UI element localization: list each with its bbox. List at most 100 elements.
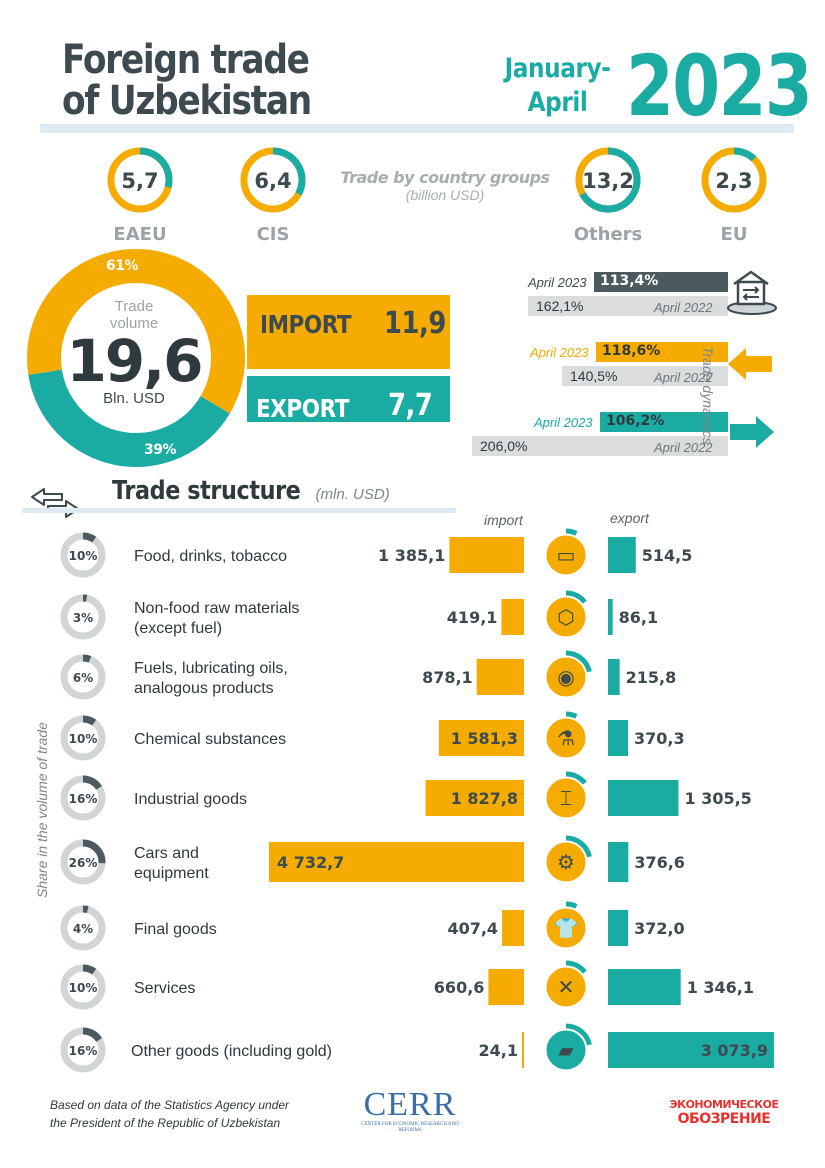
cerr-logo-text: CERR bbox=[363, 1086, 457, 1123]
label-2023: April 2023 bbox=[534, 415, 593, 430]
svg-text:👕: 👕 bbox=[554, 916, 579, 940]
export-bar bbox=[608, 720, 628, 756]
value-2022: 140,5% bbox=[570, 368, 618, 384]
category-label: Chemical substances bbox=[134, 731, 286, 748]
ring-label: CIS bbox=[257, 224, 290, 245]
trade-exchange-icon bbox=[727, 270, 777, 315]
import-value: 1 581,3 bbox=[451, 729, 518, 748]
import-value: 407,4 bbox=[447, 919, 498, 938]
import-bar bbox=[522, 1032, 524, 1068]
export-bar bbox=[608, 842, 629, 882]
source-line-1: Based on data of the Statistics Agency u… bbox=[50, 1098, 290, 1112]
structure-row: 16% Industrial goods 1 827,8 1 305,5 ⌶ bbox=[60, 771, 752, 821]
svg-text:⚙: ⚙ bbox=[557, 850, 575, 874]
ring-share-arc bbox=[139, 147, 173, 189]
import-bar bbox=[501, 599, 524, 635]
year: 2023 bbox=[626, 37, 813, 135]
category-label: Final goods bbox=[134, 921, 217, 938]
svg-text:⌶: ⌶ bbox=[560, 786, 572, 810]
title-line-1: Foreign trade bbox=[62, 37, 310, 83]
ring-share-arc bbox=[579, 147, 641, 213]
export-value: 1 305,5 bbox=[685, 789, 752, 808]
export-column-header: export bbox=[610, 510, 649, 526]
cerr-logo-subtitle: CENTER FOR ECONOMIC RESEARCH AND REFORMS bbox=[361, 1122, 459, 1133]
import-label: IMPORT bbox=[260, 310, 352, 339]
bar-2023 bbox=[596, 342, 728, 362]
export-value: 3 073,9 bbox=[701, 1041, 768, 1060]
structure-row: 4% Final goods 407,4 372,0 👕 bbox=[60, 901, 685, 951]
export-arrow-icon bbox=[730, 416, 774, 448]
share-label: 3% bbox=[73, 611, 93, 625]
export-value: 215,8 bbox=[626, 668, 677, 687]
ring-value: 5,7 bbox=[121, 169, 158, 193]
label-2022: April 2022 bbox=[654, 440, 713, 455]
trade-volume-donut bbox=[27, 249, 245, 467]
share-ring-arc bbox=[82, 532, 97, 543]
label-2023: April 2023 bbox=[530, 345, 589, 360]
category-label: Services bbox=[134, 980, 195, 997]
steel-beam-icon: ⌶ bbox=[543, 771, 589, 821]
share-label: 4% bbox=[73, 922, 93, 936]
bar-2022 bbox=[562, 366, 728, 386]
import-value: 660,6 bbox=[434, 978, 485, 997]
structure-row: 10% Food, drinks, tobacco 1 385,1 514,5 ▭ bbox=[60, 528, 693, 578]
cerr-logo: CERR CENTER FOR ECONOMIC RESEARCH AND RE… bbox=[360, 1088, 460, 1134]
category-label: Fuels, lubricating oils, analogous produc… bbox=[134, 660, 288, 697]
svg-text:✕: ✕ bbox=[558, 975, 575, 999]
flask-icon: ⚗ bbox=[543, 711, 589, 761]
import-bar bbox=[476, 659, 524, 695]
share-ring-arc bbox=[82, 775, 102, 790]
svg-text:⬡: ⬡ bbox=[557, 605, 574, 629]
food-icon: ▭ bbox=[543, 528, 589, 578]
import-bar bbox=[269, 842, 524, 882]
box-icon: ⬡ bbox=[543, 590, 589, 640]
label-2022: April 2022 bbox=[654, 370, 713, 385]
ring-label: Others bbox=[574, 224, 643, 245]
export-bar bbox=[608, 1032, 774, 1068]
ring-share-arc bbox=[272, 147, 306, 196]
import-box bbox=[247, 295, 450, 369]
category-label: Cars and equipment bbox=[134, 845, 209, 882]
ring-value: 13,2 bbox=[582, 169, 634, 193]
value-2022: 162,1% bbox=[536, 298, 584, 314]
country-group-others: 13,2 Others bbox=[574, 147, 643, 245]
trade-volume-value: 19,6 bbox=[66, 327, 203, 395]
structure-row: 26% Cars and equipment 4 732,7 376,6 ⚙ bbox=[60, 835, 685, 885]
structure-unit: (mln. USD) bbox=[315, 486, 390, 503]
share-label: 10% bbox=[69, 732, 98, 746]
category-label: Non-food raw materials (except fuel) bbox=[134, 600, 299, 637]
ring-value: 6,4 bbox=[254, 169, 291, 193]
export-bar bbox=[608, 780, 679, 816]
bar-2022 bbox=[528, 296, 728, 316]
structure-row: 6% Fuels, lubricating oils, analogous prod… bbox=[60, 650, 677, 700]
share-label: 26% bbox=[69, 856, 98, 870]
ring-share-arc bbox=[733, 147, 757, 162]
import-value: 1 385,1 bbox=[378, 546, 445, 565]
title-line-2: of Uzbekistan bbox=[62, 78, 312, 124]
fuel-barrel-icon: ◉ bbox=[543, 650, 592, 700]
ring-label: EU bbox=[721, 224, 748, 245]
value-2023: 113,4% bbox=[600, 273, 659, 289]
country-group-cis: 6,4 CIS bbox=[240, 147, 306, 245]
eo-logo: ЭКОНОМИЧЕСКОЕ ОБОЗРЕНИЕ bbox=[668, 1098, 780, 1127]
share-ring-arc bbox=[82, 1027, 102, 1042]
label-2022: April 2022 bbox=[654, 300, 713, 315]
gears-icon: ⚙ bbox=[543, 835, 592, 885]
export-value: 7,7 bbox=[388, 388, 433, 423]
label-2023: April 2023 bbox=[528, 275, 587, 290]
ring-label: EAEU bbox=[113, 224, 166, 245]
period-line-1: January- bbox=[504, 53, 611, 84]
import-bar bbox=[449, 537, 524, 573]
category-label: Other goods (including gold) bbox=[131, 1043, 332, 1060]
export-value: 1 346,1 bbox=[687, 978, 754, 997]
svg-text:▭: ▭ bbox=[557, 543, 576, 567]
country-groups-label: Trade by country groups bbox=[340, 168, 550, 187]
period-line-2: April bbox=[527, 87, 588, 118]
structure-divider bbox=[22, 508, 456, 513]
import-arrow-icon bbox=[728, 348, 772, 380]
export-value: 372,0 bbox=[634, 919, 685, 938]
export-value: 370,3 bbox=[634, 729, 685, 748]
source-line-2: the President of the Republic of Uzbekis… bbox=[50, 1116, 281, 1130]
export-value: 514,5 bbox=[642, 546, 693, 565]
